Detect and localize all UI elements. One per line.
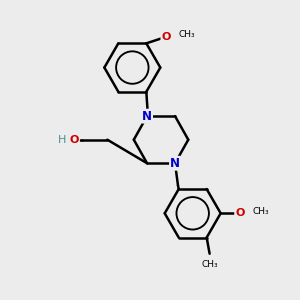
Text: CH₃: CH₃ xyxy=(201,260,218,268)
Text: CH₃: CH₃ xyxy=(179,30,195,39)
Text: O: O xyxy=(235,208,244,218)
Text: CH₃: CH₃ xyxy=(253,207,269,216)
Text: N: N xyxy=(142,110,152,123)
Text: O: O xyxy=(161,32,171,42)
Text: O: O xyxy=(70,135,79,145)
Text: N: N xyxy=(170,157,180,170)
Text: H: H xyxy=(58,135,67,145)
